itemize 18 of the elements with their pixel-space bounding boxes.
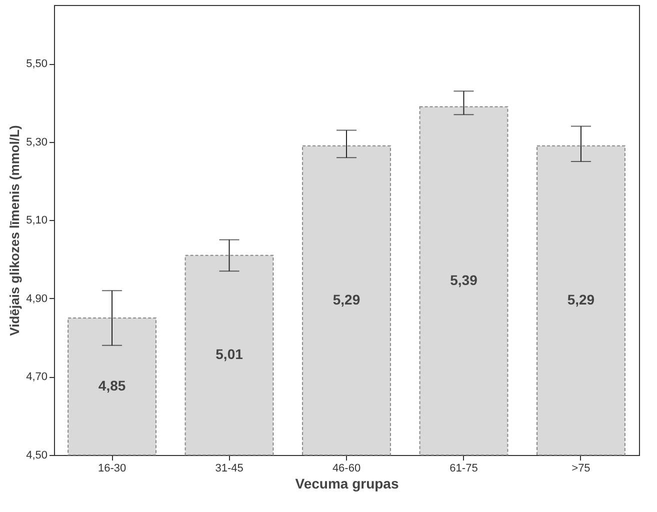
data-label: 5,39 [450,272,478,288]
x-tick-label: >75 [572,462,590,474]
y-tick-label: 4,90 [26,292,48,305]
x-axis-title: Vecuma grupas [295,476,399,492]
y-tick-label: 5,10 [26,214,48,227]
x-tick-label: 46-60 [332,462,361,474]
y-tick-label: 4,70 [26,371,48,384]
x-tick-label: 16-30 [98,462,126,474]
data-label: 5,29 [332,291,360,308]
data-label: 5,01 [216,346,244,362]
y-axis-title: Vidējais glikozes līmenis (mmol/L) [7,125,22,336]
x-tick-label: 31-45 [215,462,244,474]
y-tick-label: 5,50 [26,58,48,70]
y-tick-label: 4,50 [26,450,48,462]
y-tick-label: 5,30 [26,136,48,148]
data-label: 4,85 [98,378,126,394]
data-label: 5,29 [567,291,595,308]
x-tick-label: 61-75 [450,462,478,474]
